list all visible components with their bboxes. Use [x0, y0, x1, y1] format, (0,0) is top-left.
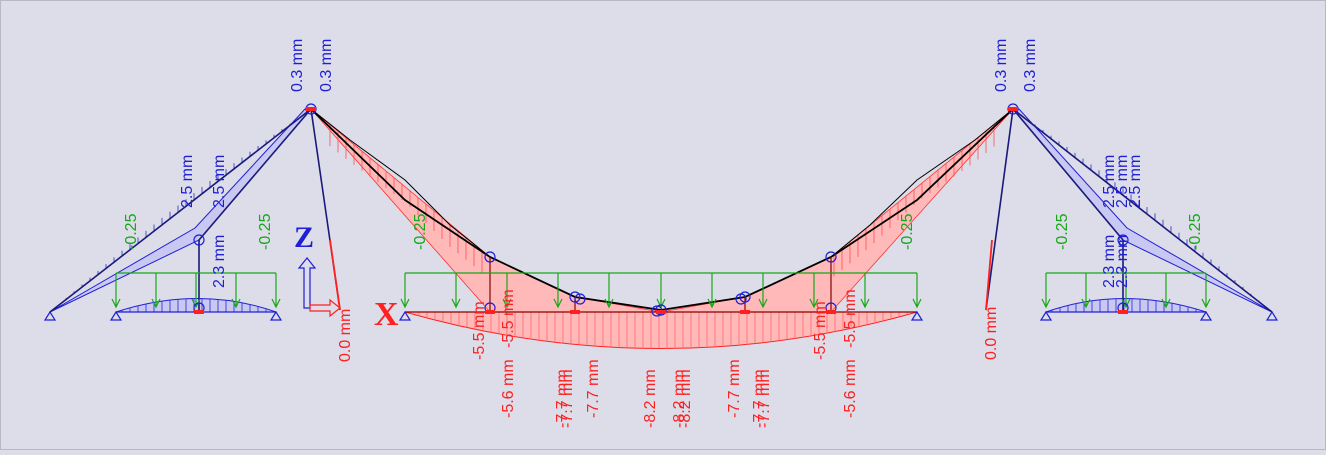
node-marker	[574, 293, 586, 305]
nodes	[193, 103, 1129, 317]
main-span-displacement-label: -7.7 mm	[751, 369, 768, 428]
main-cable-secondary-outline	[310, 108, 491, 258]
main-span-displacement-label: -7.7 mm	[554, 369, 571, 428]
node-marker	[1117, 234, 1129, 246]
main-cable-secondary-outline-right	[830, 108, 1014, 258]
support-icon	[109, 310, 123, 321]
main-span-displacement-label: -8.2 mm	[671, 369, 688, 428]
support-icon	[1039, 310, 1053, 321]
distributed-loads	[111, 272, 1211, 309]
node-marker	[193, 234, 205, 246]
pylon-displacement-label: 0.3 mm	[318, 39, 335, 92]
main-span-displacement-label: -7.7 mm	[756, 369, 773, 428]
load-value-label: -0.25	[1187, 213, 1204, 250]
side-span-displacement-label: 2.5 mm	[1101, 155, 1118, 208]
node-marker-red	[1008, 107, 1018, 111]
load-value-label: -0.25	[412, 213, 429, 250]
main-span-displacement-label: -5.6 mm	[842, 359, 859, 418]
result-labels: -0.25 -0.25 -0.25 -0.25 -0.25 -0.25 0.3 mm 0.3 …	[123, 39, 1204, 428]
node-marker-red	[826, 310, 836, 314]
node-marker-red	[306, 107, 316, 111]
support-icon	[269, 310, 283, 321]
z-axis-label: Z	[294, 221, 314, 254]
side-span-displacement-label: 2.5 mm	[179, 155, 196, 208]
node-marker-red	[194, 310, 204, 314]
side-span-displacement-label: 2.5 mm	[1114, 155, 1131, 208]
support-icon	[398, 310, 412, 321]
side-span-displacement-label: 2.3 mm	[211, 235, 228, 288]
load-value-label: -0.25	[123, 213, 140, 250]
main-span-displacement-label: -5.5 mm	[500, 289, 517, 348]
pylon-displacement-label: 0.3 mm	[1022, 39, 1039, 92]
main-span-displacement-label: -5.5 mm	[842, 289, 859, 348]
node-marker-red	[740, 310, 750, 314]
node-marker	[484, 251, 496, 263]
pylon-displacement-label: 0.3 mm	[993, 39, 1010, 92]
side-span-displacement-label: 2.5 mm	[211, 155, 228, 208]
pylon-base-red	[329, 239, 993, 311]
main-span-displacement-label: -8.2 mm	[642, 369, 659, 428]
main-span-displacement-label: -5.6 mm	[500, 359, 517, 418]
main-span-displacement-label: -7.7 mm	[559, 369, 576, 428]
load-value-label: -0.25	[899, 213, 916, 250]
load-value-label: -0.25	[1054, 213, 1071, 250]
node-marker-red	[570, 310, 580, 314]
axis-indicator: Z X	[294, 221, 399, 333]
main-span-displacement-label: -5.5 mm	[471, 301, 488, 360]
support-icon	[43, 310, 57, 321]
main-span-deck-deflection	[404, 311, 918, 349]
load-value-label: -0.25	[257, 213, 274, 250]
node-marker	[569, 291, 581, 303]
node-marker	[735, 293, 747, 305]
supports	[43, 310, 1279, 321]
support-icon	[910, 310, 924, 321]
node-marker-red	[485, 310, 495, 314]
main-span-displacement-label: -7.7 mm	[585, 359, 602, 418]
pylon-displacement-label: 0.0 mm	[337, 309, 354, 362]
main-span-displacement-label: -5.5 mm	[812, 301, 829, 360]
node-marker-red	[656, 310, 666, 314]
side-span-displacement-label: 2.3 mm	[1101, 235, 1118, 288]
main-span-displacement-label: -8.2 mm	[677, 369, 694, 428]
side-span-displacement-label: 2.5 mm	[1127, 155, 1144, 208]
pylon-displacement-label: 0.0 mm	[983, 307, 1000, 360]
side-span-displacement-label: 2.3 mm	[1114, 235, 1131, 288]
x-axis-label: X	[374, 296, 399, 333]
support-icon	[1199, 310, 1213, 321]
node-marker-red	[1118, 310, 1128, 314]
support-icon	[1265, 310, 1279, 321]
main-span-displacement-label: -7.7 mm	[726, 359, 743, 418]
pylon-displacement-label: 0.3 mm	[289, 39, 306, 92]
node-marker	[825, 251, 837, 263]
